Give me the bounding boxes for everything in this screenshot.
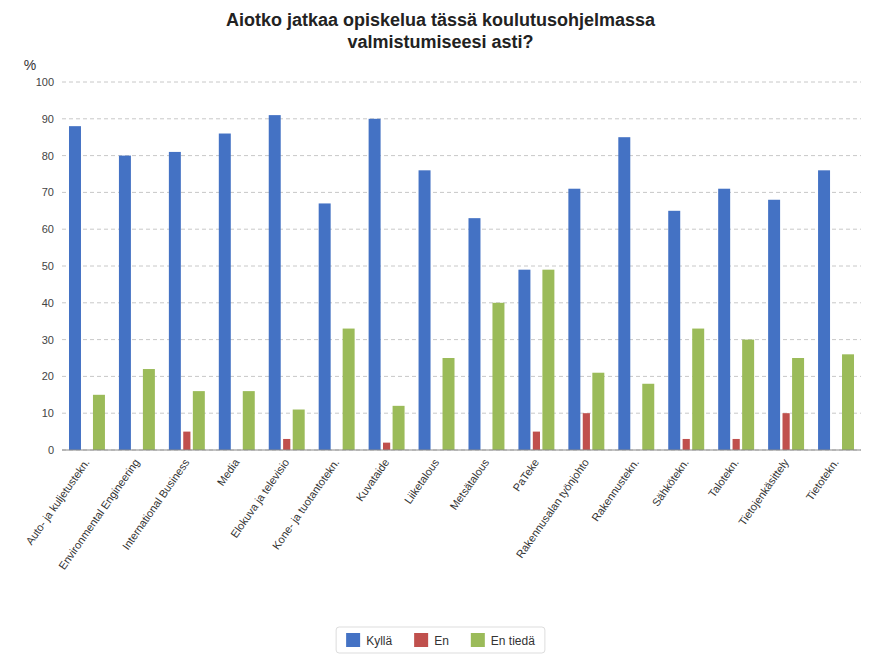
bar [419,170,431,450]
bar [842,354,854,450]
x-tick-label: Tietojenkäsittely [736,456,791,528]
y-tick-label: 100 [36,76,54,88]
bar [369,119,381,450]
bar [718,189,730,450]
bar [269,115,281,450]
bars [69,115,854,450]
x-tick-label: Kuvataide [353,456,391,503]
chart: Aiotko jatkaa opiskelua tässä koulutusoh… [0,0,881,670]
x-tick-label: International Business [120,456,192,552]
bar [733,439,740,450]
bar [618,137,630,450]
x-tick-label: PaTeke [510,456,541,493]
bar [568,189,580,450]
x-tick-label: Rakennusalan työnjohto [514,456,592,560]
bar [692,329,704,450]
grid-line [62,339,861,340]
y-tick-label: 0 [48,444,54,456]
x-tick-label: Kone- ja tuotantotekn. [270,456,342,551]
x-tick-label: Media [215,456,243,488]
bar [383,443,390,450]
bar [742,340,754,450]
legend: Kyllä En En tiedä [336,627,545,653]
grid-line [62,82,861,83]
bar [782,413,789,450]
x-tick-label: Liiketalous [402,456,442,506]
bar [592,373,604,450]
bar [792,358,804,450]
grid-line [62,266,861,267]
bar [183,432,190,450]
legend-label: En [434,634,449,648]
bar [818,170,830,450]
bar [143,369,155,450]
x-tick-label: Tietotekn. [804,456,841,502]
y-tick-label: 80 [42,150,54,162]
bar [583,413,590,450]
bar [193,391,205,450]
bar [683,439,690,450]
legend-box [336,627,545,653]
y-tick-label: 60 [42,223,54,235]
bar [642,384,654,450]
bar [518,270,530,450]
grid-line [62,229,861,230]
y-tick-label: 90 [42,113,54,125]
grid [62,82,861,450]
bar [93,395,105,450]
y-tick-label: 70 [42,186,54,198]
bar [468,218,480,450]
grid-line [62,118,861,119]
bar [69,126,81,450]
legend-label: En tiedä [491,634,535,648]
bar [668,211,680,450]
grid-line [62,413,861,414]
y-tick-label: 10 [42,407,54,419]
bar [768,200,780,450]
bar [492,303,504,450]
title: Aiotko jatkaa opiskelua tässä koulutusoh… [226,10,656,52]
x-tick-label: Sähkötekn. [650,456,691,508]
y-tick-label: 20 [42,370,54,382]
y-tick-label: 40 [42,297,54,309]
bar [533,432,540,450]
x-tick-label: Metsätalous [447,456,491,512]
bar [443,358,455,450]
grid-line [62,155,861,156]
bar [293,410,305,450]
grid-line [62,450,861,451]
grid-line [62,302,861,303]
bar [319,203,331,450]
legend-label: Kyllä [366,634,392,648]
grid-line [62,376,861,377]
x-tick-label: Talotekn. [706,456,741,499]
x-tick-label: Environmental Engineering [56,456,142,571]
bar [243,391,255,450]
bar [283,439,290,450]
x-axis-line [62,450,861,451]
bar [119,156,131,450]
legend-swatch [414,633,428,647]
grid-line [62,192,861,193]
legend-swatch [471,633,485,647]
y-tick-label: 30 [42,334,54,346]
y-axis-label: % [24,57,36,73]
legend-swatch [346,633,360,647]
bar [169,152,181,450]
bar [542,270,554,450]
bar [219,134,231,450]
bar [343,329,355,450]
y-tick-label: 50 [42,260,54,272]
bar [393,406,405,450]
x-tick-label: Rakennustekn. [589,456,641,523]
